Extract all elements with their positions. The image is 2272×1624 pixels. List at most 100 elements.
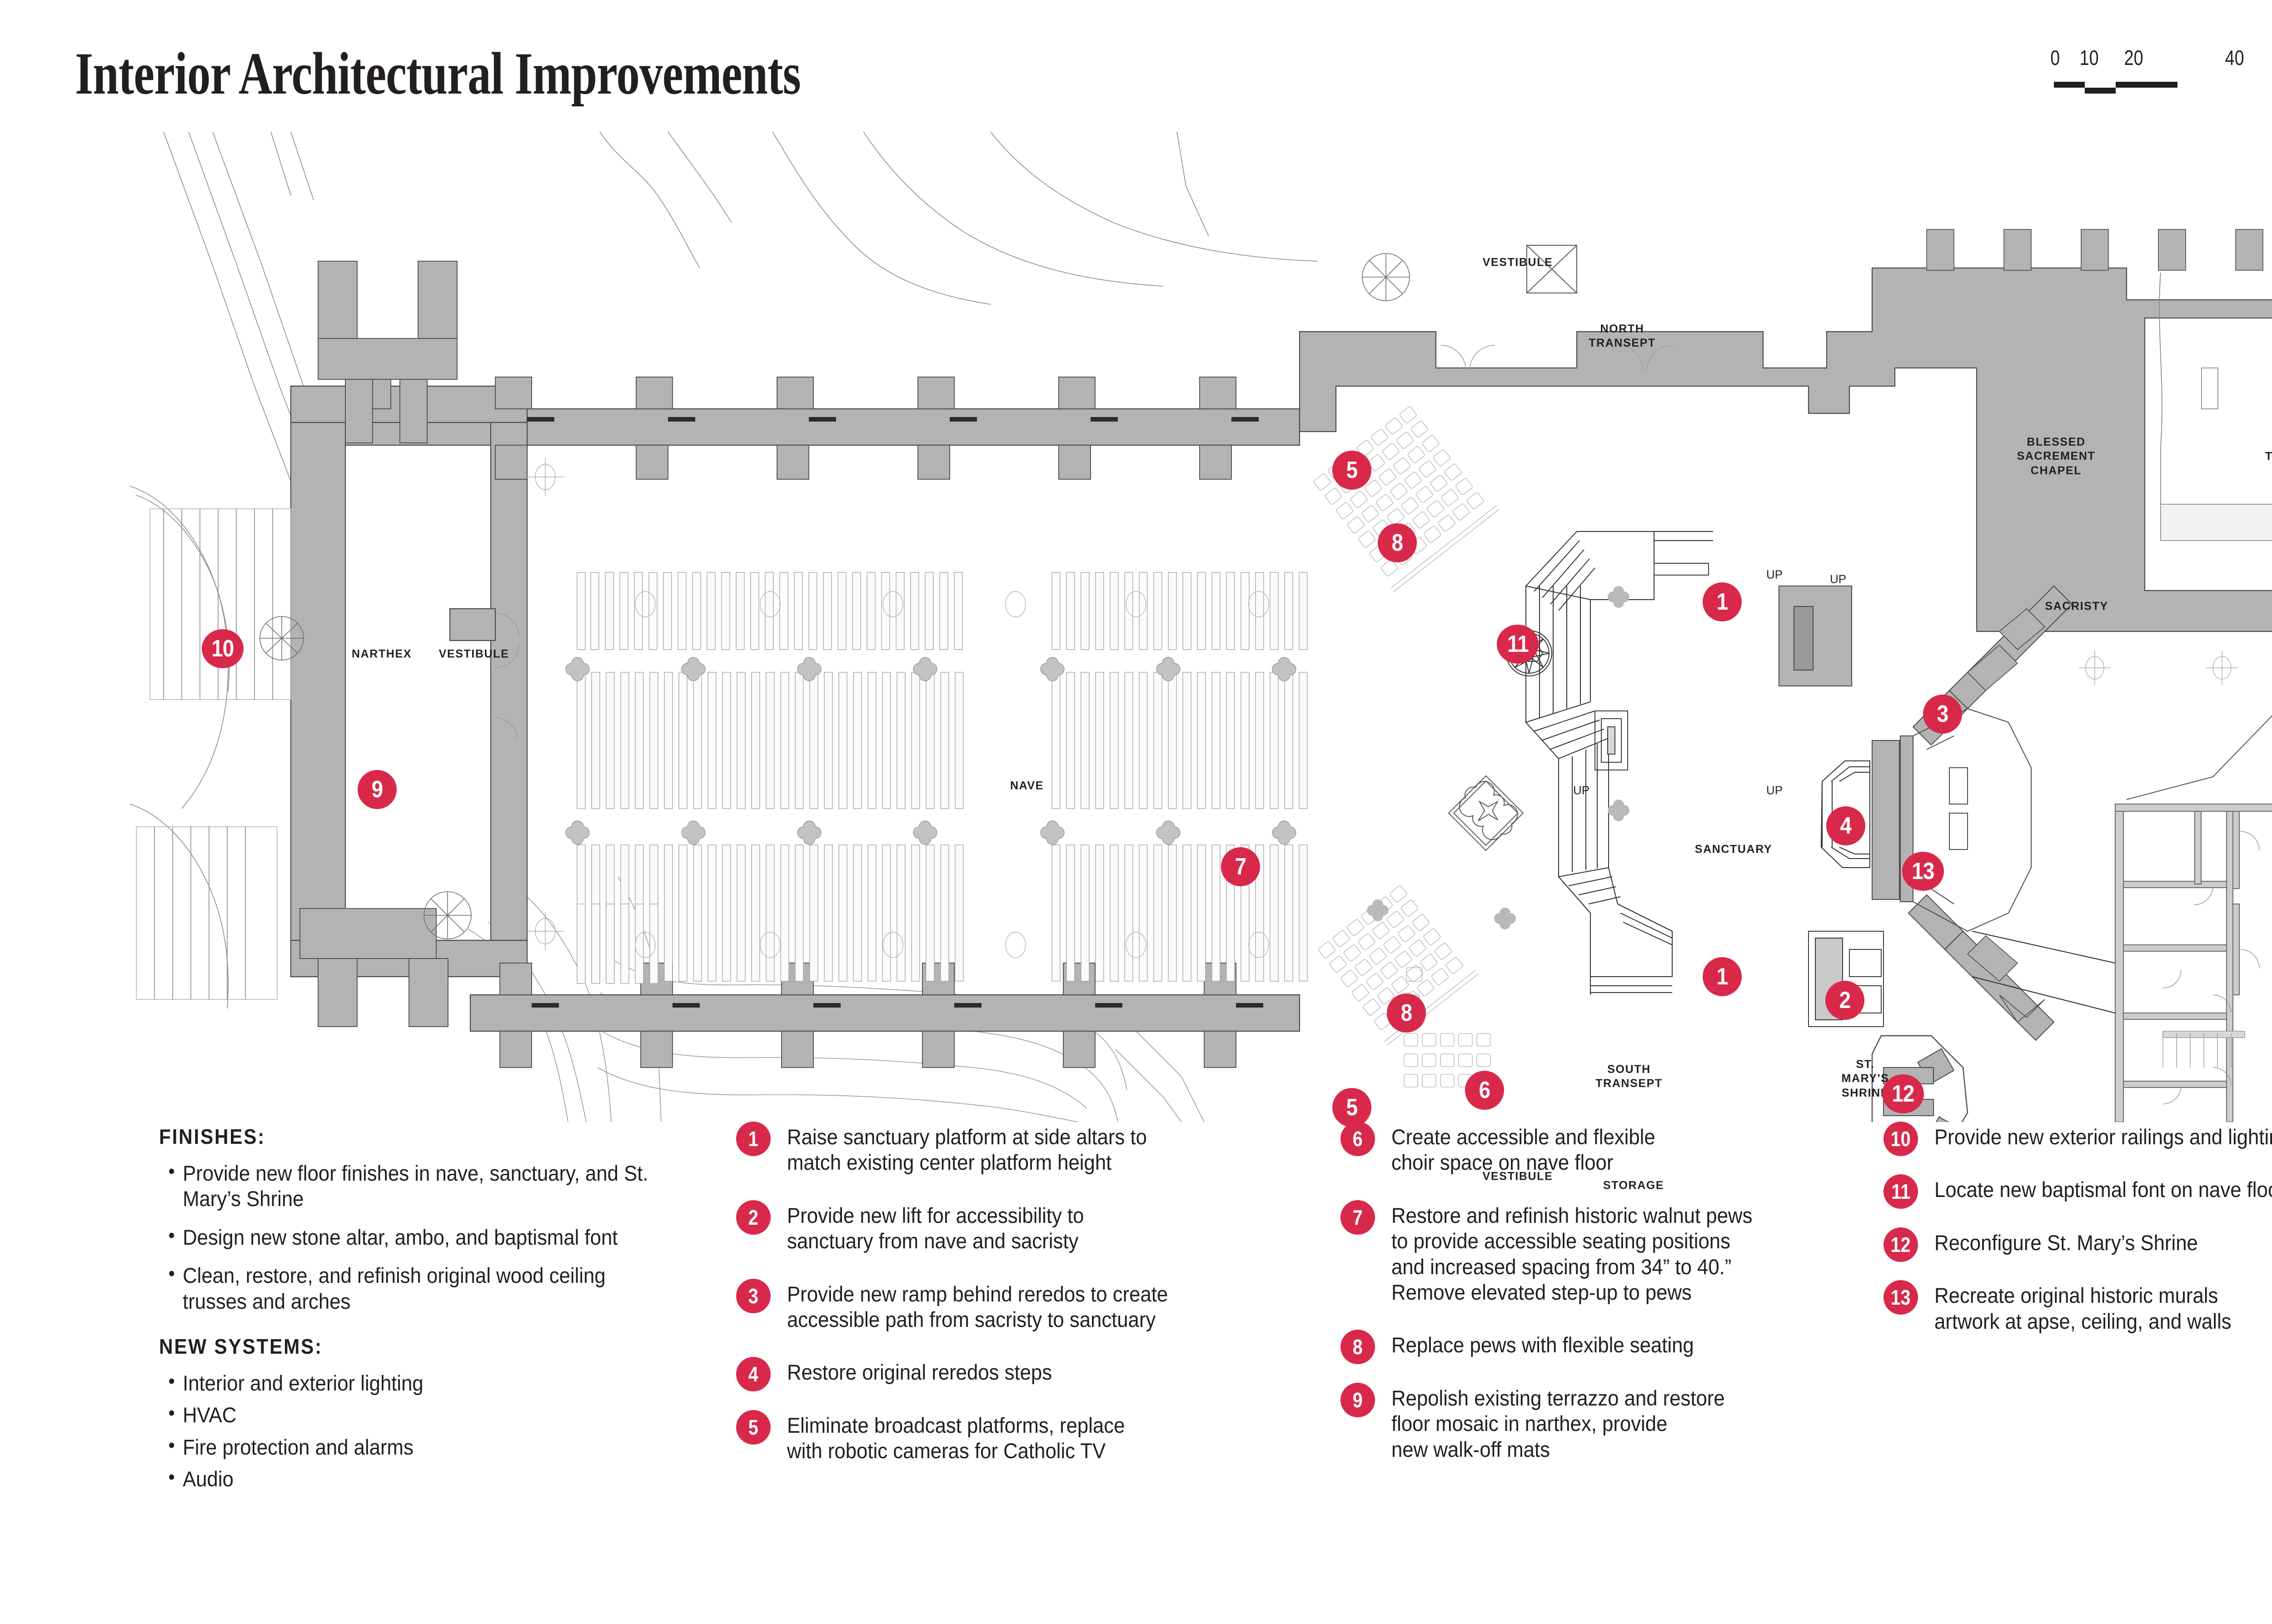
legend-item-11[interactable]: 11 Locate new baptismal font on nave floo… [1883,1174,2272,1209]
plan-marker-5[interactable]: 5 [1332,1088,1371,1127]
legend-item-text-5: Eliminate broadcast platforms, replace w… [787,1413,1125,1463]
plan-marker-number: 8 [1400,1000,1412,1026]
up-label-2: UP [1766,567,1783,581]
legend-item-6[interactable]: 6 Create accessible and flexible choir sp… [1340,1122,1863,1176]
room-label-nave: NAVE [1010,779,1044,792]
legend-item-4[interactable]: 4 Restore original reredos steps [736,1357,1304,1392]
legend-item-8[interactable]: 8 Replace pews with flexible seating [1340,1330,1863,1365]
scale-tick-20: 20 [2124,46,2143,70]
finishes-heading: FINISHES: [159,1125,266,1148]
legend-column-1: 1 Raise sanctuary platform at side altars… [736,1122,1304,1491]
plan-marker-12[interactable]: 12 [1882,1074,1924,1113]
legend-item-text-1: Raise sanctuary platform at side altars … [787,1125,1147,1175]
new-systems-item: Interior and exterior lighting [159,1370,666,1396]
plan-marker-3[interactable]: 3 [1923,695,1962,734]
legend-item-3[interactable]: 3 Provide new ramp behind reredos to crea… [736,1278,1304,1333]
legend-item-text-4: Restore original reredos steps [787,1360,1052,1385]
legend-item-13[interactable]: 13 Recreate original historic murals artw… [1883,1280,2272,1334]
plan-overlay: NARTHEX VESTIBULE VESTIBULE NORTH TRANSEPT N… [0,132,2272,1192]
floor-plan-drawing [129,132,2272,1122]
plan-marker-number: 12 [1892,1081,1914,1107]
plan-marker-4[interactable]: 4 [1826,806,1865,845]
new-systems-item: HVAC [159,1401,666,1428]
plan-marker-10[interactable]: 10 [202,629,244,668]
legend-item-badge-8: 8 [1340,1330,1375,1365]
room-label-st-marys-shrine: ST. MARY'S SHRINE [1841,1058,1889,1099]
scale-tick-0: 0 [2050,46,2060,70]
legend-item-2[interactable]: 2 Provide new lift for accessibility to s… [736,1200,1304,1254]
plan-marker-number: 13 [1912,858,1934,884]
room-label-narthex: NARTHEX [351,647,412,661]
legend-column-finishes: FINISHES: Provide new floor finishes in … [159,1124,704,1512]
scale-bar: 0 10 20 40 [2050,45,2272,100]
room-label-south-transept: SOUTH TRANSEPT [1595,1063,1663,1090]
legend-item-badge-7: 7 [1340,1200,1375,1235]
room-label-vestibule-west: VESTIBULE [438,647,509,661]
plan-marker-number: 3 [1937,701,1948,727]
room-label-storage: STORAGE [1603,1179,1664,1192]
legend-item-9[interactable]: 9 Repolish existing terrazzo and restore … [1340,1382,1863,1462]
legend-item-text-11: Locate new baptismal font on nave floor [1934,1177,2272,1202]
legend-item-text-3: Provide new ramp behind reredos to creat… [787,1281,1168,1331]
legend-item-12[interactable]: 12 Reconfigure St. Mary’s Shrine [1883,1227,2272,1262]
legend-item-badge-13: 13 [1883,1280,1918,1315]
legend-item-badge-9: 9 [1340,1382,1375,1417]
legend-item-badge-2: 2 [736,1200,771,1235]
plan-marker-8[interactable]: 8 [1378,523,1417,562]
plan-marker-13[interactable]: 13 [1902,852,1944,891]
plan-marker-6[interactable]: 6 [1465,1071,1504,1110]
plan-marker-number: 8 [1391,530,1403,556]
plan-marker-8[interactable]: 8 [1387,993,1426,1033]
room-label-blessed-sacrament-chapel: BLESSED SACREMENT CHAPEL [2017,436,2096,477]
scale-tick-40: 40 [2225,46,2244,70]
new-systems-item: Audio [159,1465,666,1492]
new-systems-heading: NEW SYSTEMS: [159,1334,323,1358]
plan-marker-number: 6 [1479,1077,1490,1103]
legend-item-7[interactable]: 7 Restore and refinish historic walnut pe… [1340,1200,1863,1306]
finishes-item: Provide new floor finishes in nave, sanc… [159,1160,666,1212]
plan-marker-number: 2 [1839,987,1851,1013]
page-title: Interior Architectural Improvements [75,40,801,107]
legend-item-1[interactable]: 1 Raise sanctuary platform at side altars… [736,1122,1304,1176]
finishes-list: Provide new floor finishes in nave, sanc… [159,1160,704,1314]
room-label-north-transept: NORTH TRANSEPT [1589,322,1656,349]
legend-item-badge-4: 4 [736,1357,771,1392]
legend-item-text-12: Reconfigure St. Mary’s Shrine [1934,1230,2198,1255]
legend-item-badge-3: 3 [736,1278,771,1313]
plan-marker-number: 11 [1507,631,1529,657]
up-label-3: UP [1829,572,1847,586]
legend-item-badge-11: 11 [1883,1174,1918,1209]
plan-marker-5[interactable]: 5 [1332,451,1371,490]
legend-item-badge-1: 1 [736,1122,771,1156]
new-systems-list: Interior and exterior lighting HVAC Fire… [159,1370,704,1492]
plan-marker-11[interactable]: 11 [1497,625,1539,664]
legend-item-text-2: Provide new lift for accessibility to sa… [787,1203,1084,1253]
floor-plan [0,132,2272,1122]
finishes-item: Design new stone altar, ambo, and baptis… [159,1224,666,1250]
plan-marker-number: 9 [371,776,383,803]
plan-marker-number: 7 [1235,854,1246,880]
up-label-1: UP [1766,783,1783,797]
legend-item-text-10: Provide new exterior railings and lighti… [1934,1125,2272,1149]
plan-marker-9[interactable]: 9 [358,770,397,809]
legend-item-5[interactable]: 5 Eliminate broadcast platforms, replace … [736,1410,1304,1464]
plan-marker-7[interactable]: 7 [1221,847,1260,886]
scale-bar-ticks: 0 10 20 40 [2050,45,2272,71]
new-systems-item: Fire protection and alarms [159,1434,666,1460]
plan-marker-1[interactable]: 1 [1703,957,1742,996]
legend-item-text-7: Restore and refinish historic walnut pew… [1391,1203,1753,1304]
legend-item-badge-10: 10 [1883,1122,1918,1156]
legend-item-badge-6: 6 [1340,1122,1375,1156]
plan-marker-1[interactable]: 1 [1703,582,1742,621]
plan-marker-2[interactable]: 2 [1825,981,1864,1020]
room-label-vestibule-south: VESTIBULE [1482,1170,1553,1183]
room-label-sacristy: SACRISTY [2045,600,2108,613]
plan-marker-number: 1 [1716,963,1728,990]
legend-item-text-8: Replace pews with flexible seating [1391,1333,1694,1357]
plan-marker-number: 5 [1346,1094,1358,1121]
legend-column-2: 6 Create accessible and flexible choir sp… [1340,1122,1863,1490]
legend-item-text-13: Recreate original historic murals artwor… [1934,1283,2232,1333]
legend-item-10[interactable]: 10 Provide new exterior railings and ligh… [1883,1122,2272,1156]
room-label-tabernacle: TABERNACLE [2265,450,2272,463]
plan-marker-number: 10 [211,636,234,662]
